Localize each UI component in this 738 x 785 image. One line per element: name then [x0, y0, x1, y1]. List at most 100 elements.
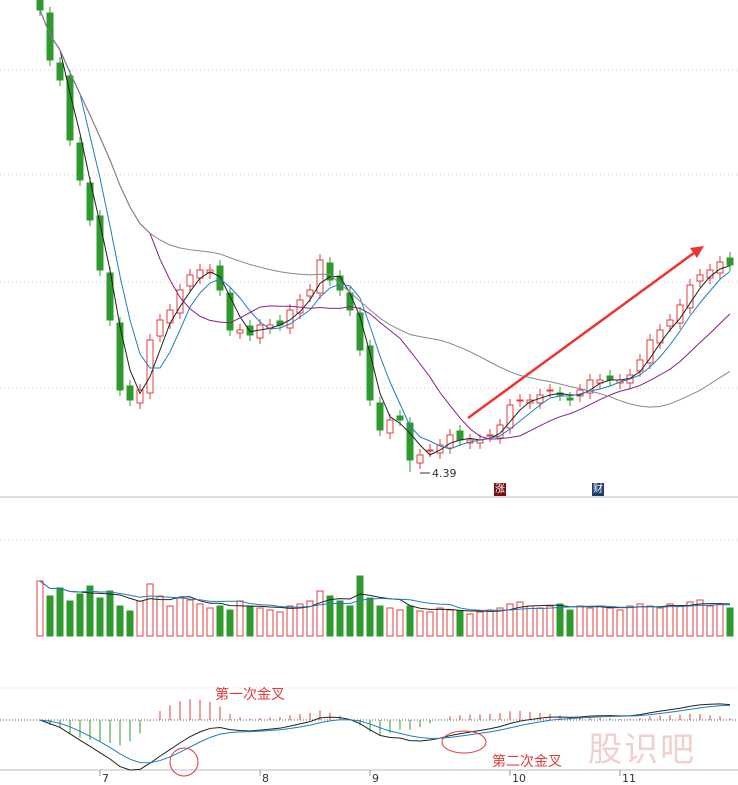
- candle-body: [146, 339, 154, 394]
- candle-body: [336, 275, 344, 291]
- volume-bar: [646, 605, 654, 637]
- candle-body: [666, 319, 674, 327]
- volume-bar: [666, 603, 674, 637]
- trend-arrow-head: [690, 246, 704, 258]
- candle-body: [86, 182, 94, 221]
- volume-bar: [476, 611, 484, 637]
- candle-body: [496, 424, 504, 439]
- candle-body: [426, 449, 434, 452]
- candle-body: [646, 339, 654, 364]
- volume-bar: [336, 600, 344, 637]
- volume-bar: [206, 607, 214, 637]
- candle-body: [606, 375, 614, 381]
- volume-bar: [286, 605, 294, 637]
- volume-bar: [556, 603, 564, 637]
- volume-bar: [346, 605, 354, 637]
- volume-bar: [276, 611, 284, 637]
- volume-bar: [676, 605, 684, 637]
- volume-bar: [516, 601, 524, 637]
- second-golden-cross-label: 第二次金叉: [492, 754, 562, 770]
- volume-bar: [576, 605, 584, 637]
- volume-bar: [726, 607, 734, 637]
- volume-bar: [416, 610, 424, 637]
- volume-bar: [486, 609, 494, 637]
- volume-bar: [226, 609, 234, 637]
- volume-bar: [116, 605, 124, 637]
- candle-body: [486, 434, 494, 437]
- volume-bar: [466, 613, 474, 637]
- candle-body: [726, 257, 734, 266]
- watermark: 股识吧: [588, 730, 696, 770]
- ma5-line: [39, 9, 731, 456]
- volume-bar: [256, 607, 264, 637]
- volume-bar: [566, 609, 574, 637]
- volume-bar: [496, 607, 504, 637]
- volume-bar: [76, 593, 84, 637]
- candle-body: [256, 324, 264, 339]
- volume-bar: [686, 601, 694, 637]
- volume-bar: [246, 605, 254, 637]
- candle-body: [236, 329, 244, 334]
- volume-bar: [716, 603, 724, 637]
- ma10-line: [39, 9, 731, 450]
- volume-bar: [86, 585, 94, 637]
- candle-body: [366, 345, 374, 401]
- volume-bar: [146, 583, 154, 637]
- candle-body: [46, 12, 54, 61]
- x-tick-label: 10: [512, 772, 526, 785]
- candle-body: [166, 309, 174, 324]
- volume-bar: [386, 607, 394, 637]
- volume-bar: [586, 607, 594, 637]
- volume-bar: [456, 610, 464, 637]
- volume-ma10: [39, 580, 731, 611]
- volume-bar: [436, 607, 444, 637]
- candle-body: [716, 261, 724, 274]
- volume-bar: [156, 595, 164, 637]
- volume-bar: [446, 609, 454, 637]
- candle-body: [286, 309, 294, 329]
- volume-bar: [376, 605, 384, 637]
- cai-badge[interactable]: 财: [592, 483, 604, 496]
- candle-body: [396, 415, 404, 421]
- candle-body: [306, 289, 314, 297]
- ma20-line: [39, 9, 731, 440]
- candle-body: [116, 322, 124, 391]
- volume-bar: [396, 609, 404, 637]
- volume-bar: [656, 607, 664, 637]
- candle-body: [76, 142, 84, 181]
- volume-bar: [366, 597, 374, 637]
- candle-body: [186, 274, 194, 287]
- x-tick-label: 8: [262, 772, 269, 785]
- candle-body: [686, 284, 694, 309]
- first-cross-circle: [169, 747, 199, 777]
- volume-bar: [46, 595, 54, 637]
- volume-bar: [196, 603, 204, 637]
- volume-bar: [356, 575, 364, 637]
- candle-body: [126, 385, 134, 401]
- candle-body: [696, 274, 704, 282]
- candle-body: [356, 312, 364, 351]
- x-tick-label: 7: [102, 772, 109, 785]
- candle-body: [316, 259, 324, 294]
- candle-body: [96, 215, 104, 271]
- candle-body: [566, 397, 574, 401]
- volume-bar: [126, 610, 134, 637]
- candle-body: [36, 0, 44, 11]
- low-price-label: 4.39: [432, 467, 457, 480]
- volume-bar: [296, 603, 304, 637]
- volume-bar: [306, 600, 314, 637]
- volume-bar: [616, 609, 624, 637]
- candle-body: [436, 444, 444, 454]
- volume-bar: [136, 600, 144, 637]
- volume-bar: [316, 590, 324, 637]
- candle-body: [546, 389, 554, 392]
- x-tick-label: 9: [372, 772, 379, 785]
- volume-bar: [506, 603, 514, 637]
- candle-body: [136, 389, 144, 404]
- candle-body: [106, 272, 114, 321]
- volume-bar: [536, 607, 544, 637]
- candle-body: [416, 454, 424, 464]
- candle-body: [446, 434, 454, 449]
- zhang-badge[interactable]: 涨: [494, 483, 506, 496]
